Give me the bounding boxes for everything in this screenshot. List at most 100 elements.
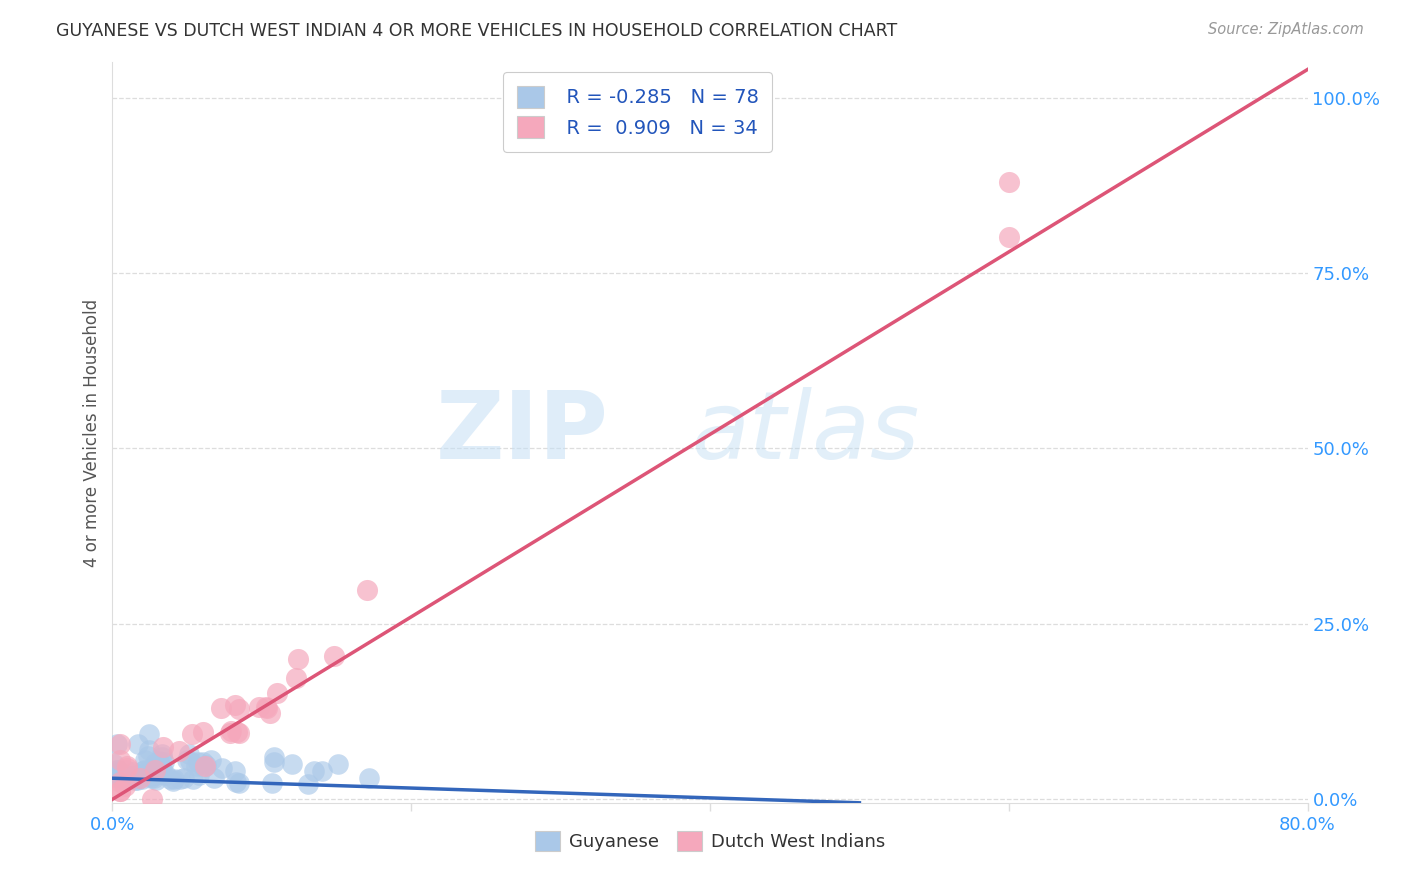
Point bbox=[254, 699, 277, 714]
Point bbox=[108, 765, 131, 780]
Point bbox=[143, 764, 166, 779]
Point bbox=[193, 760, 215, 774]
Point bbox=[143, 756, 166, 770]
Point bbox=[167, 744, 190, 758]
Point bbox=[117, 772, 139, 787]
Point bbox=[105, 763, 128, 777]
Point bbox=[122, 770, 145, 784]
Point bbox=[153, 755, 176, 769]
Point bbox=[115, 761, 138, 775]
Point bbox=[155, 768, 177, 782]
Point bbox=[108, 783, 131, 797]
Point bbox=[146, 766, 169, 780]
Point bbox=[326, 757, 349, 772]
Text: GUYANESE VS DUTCH WEST INDIAN 4 OR MORE VEHICLES IN HOUSEHOLD CORRELATION CHART: GUYANESE VS DUTCH WEST INDIAN 4 OR MORE … bbox=[56, 22, 897, 40]
Point bbox=[138, 743, 160, 757]
Point bbox=[107, 764, 129, 778]
Point bbox=[266, 686, 288, 700]
Point bbox=[181, 772, 204, 787]
Point bbox=[146, 767, 169, 781]
Point bbox=[150, 762, 173, 776]
Point bbox=[224, 764, 246, 778]
Point bbox=[114, 779, 136, 793]
Point bbox=[105, 738, 128, 752]
Point bbox=[209, 700, 232, 714]
Point bbox=[218, 726, 240, 740]
Point bbox=[256, 700, 278, 714]
Point bbox=[194, 759, 217, 773]
Point bbox=[263, 750, 285, 764]
Text: atlas: atlas bbox=[692, 387, 920, 478]
Point bbox=[108, 784, 131, 798]
Point bbox=[111, 765, 134, 780]
Point bbox=[263, 756, 285, 770]
Point bbox=[163, 772, 186, 786]
Text: Source: ZipAtlas.com: Source: ZipAtlas.com bbox=[1208, 22, 1364, 37]
Point bbox=[184, 758, 207, 772]
Point bbox=[103, 770, 125, 784]
Point bbox=[224, 698, 246, 713]
Point bbox=[136, 748, 159, 763]
Point bbox=[202, 771, 225, 785]
Point bbox=[177, 747, 200, 761]
Point bbox=[260, 776, 283, 790]
Point bbox=[148, 755, 170, 769]
Point bbox=[142, 771, 165, 785]
Point bbox=[187, 768, 209, 782]
Point bbox=[145, 772, 167, 787]
Point bbox=[142, 760, 165, 774]
Point bbox=[115, 764, 138, 778]
Point bbox=[191, 724, 214, 739]
Point bbox=[132, 765, 155, 780]
Y-axis label: 4 or more Vehicles in Household: 4 or more Vehicles in Household bbox=[83, 299, 101, 566]
Point bbox=[228, 702, 250, 716]
Point bbox=[131, 772, 153, 786]
Point bbox=[111, 771, 134, 785]
Point bbox=[169, 772, 191, 786]
Point bbox=[219, 723, 242, 738]
Point bbox=[142, 765, 165, 780]
Point bbox=[132, 764, 155, 778]
Point bbox=[287, 652, 309, 666]
Point bbox=[179, 754, 201, 768]
Point bbox=[225, 724, 247, 739]
Point bbox=[127, 772, 149, 787]
Point bbox=[181, 727, 204, 741]
Point bbox=[115, 759, 138, 773]
Point bbox=[225, 774, 247, 789]
Point bbox=[111, 771, 134, 785]
Point bbox=[117, 769, 139, 783]
Point bbox=[134, 753, 156, 767]
Point bbox=[132, 763, 155, 777]
Point bbox=[247, 699, 270, 714]
Point bbox=[356, 583, 378, 598]
Point bbox=[124, 772, 146, 787]
Point bbox=[228, 775, 250, 789]
Point bbox=[129, 768, 152, 782]
Point bbox=[150, 747, 173, 762]
Point bbox=[998, 229, 1021, 244]
Point bbox=[194, 758, 217, 772]
Point bbox=[200, 753, 222, 767]
Point bbox=[127, 771, 149, 785]
Point bbox=[141, 792, 163, 806]
Point bbox=[211, 761, 233, 775]
Point bbox=[311, 764, 333, 778]
Point bbox=[228, 726, 250, 740]
Point bbox=[259, 706, 281, 721]
Point bbox=[143, 763, 166, 777]
Point bbox=[127, 737, 149, 751]
Point bbox=[162, 773, 184, 788]
Point bbox=[120, 769, 142, 783]
Point bbox=[120, 772, 142, 786]
Point bbox=[107, 768, 129, 782]
Point bbox=[122, 765, 145, 780]
Point bbox=[108, 738, 131, 752]
Point bbox=[323, 648, 346, 663]
Point bbox=[998, 175, 1021, 189]
Point bbox=[173, 771, 195, 785]
Point bbox=[281, 756, 304, 771]
Point bbox=[152, 740, 174, 755]
Point bbox=[148, 754, 170, 768]
Point bbox=[139, 769, 162, 783]
